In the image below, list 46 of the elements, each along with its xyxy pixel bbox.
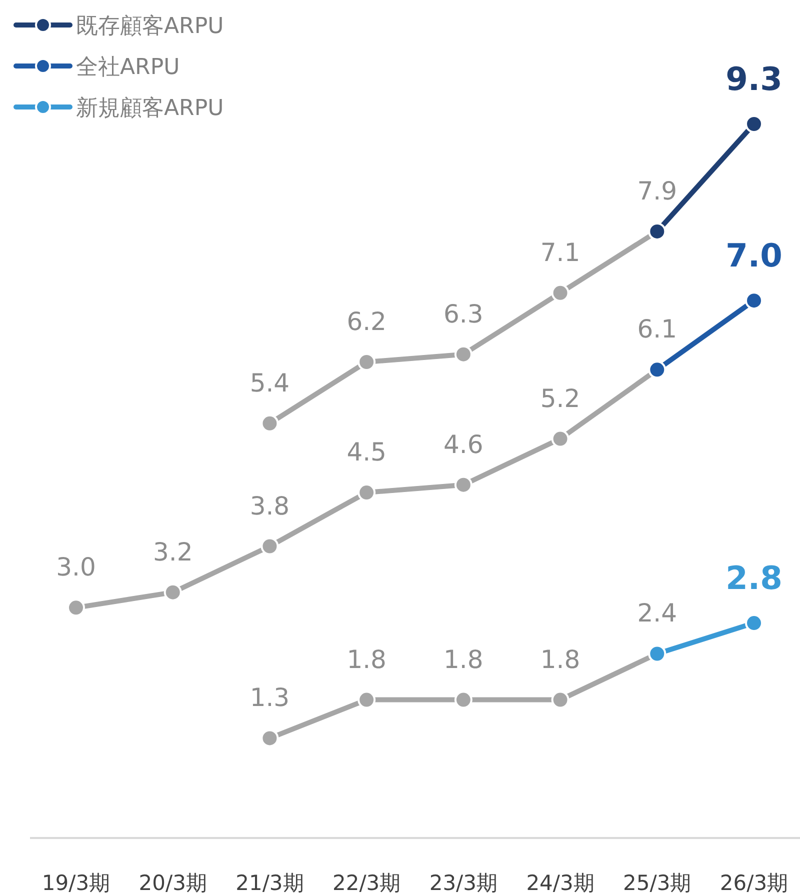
data-label: 3.8	[250, 491, 290, 520]
point	[454, 345, 472, 364]
x-tick-label: 20/3期	[138, 871, 207, 895]
point	[454, 476, 472, 494]
point	[67, 598, 85, 617]
point	[551, 690, 570, 709]
point	[745, 115, 763, 133]
data-label: 1.3	[250, 683, 290, 712]
data-label: 6.3	[444, 299, 484, 328]
x-tick-label: 23/3期	[429, 871, 498, 895]
x-tick-label: 26/3期	[720, 871, 788, 895]
x-tick-label: 19/3期	[42, 871, 110, 895]
point	[551, 284, 570, 302]
legend-label: 全社ARPU	[76, 55, 180, 80]
x-tick-label: 22/3期	[332, 871, 401, 895]
point	[358, 690, 376, 709]
x-tick-label: 24/3期	[526, 871, 594, 895]
data-label: 7.9	[637, 176, 678, 206]
legend-label: 新規顧客ARPU	[76, 96, 224, 121]
data-label: 6.1	[637, 314, 678, 344]
data-label: 3.2	[152, 537, 193, 566]
point	[260, 537, 279, 556]
data-label: 2.8	[726, 559, 782, 598]
point	[164, 583, 182, 602]
point	[454, 690, 472, 709]
data-label: 4.6	[444, 430, 484, 459]
data-label: 1.8	[540, 644, 580, 674]
point	[260, 729, 279, 748]
x-tick-label: 21/3期	[236, 871, 304, 895]
data-label: 2.4	[637, 598, 678, 628]
point	[551, 430, 570, 448]
data-label: 5.2	[540, 384, 580, 413]
data-label: 9.3	[726, 60, 782, 98]
data-label: 4.5	[346, 438, 386, 467]
x-tick-label: 25/3期	[623, 871, 692, 895]
point	[745, 292, 763, 310]
data-label: 1.8	[444, 644, 484, 674]
legend-label: 既存顧客ARPU	[76, 14, 224, 39]
data-label: 7.0	[726, 236, 782, 275]
data-label: 1.8	[346, 644, 386, 674]
data-label: 7.1	[540, 238, 580, 267]
point	[358, 353, 376, 371]
data-label: 5.4	[250, 368, 290, 398]
point	[260, 414, 279, 432]
data-label: 3.0	[56, 552, 96, 582]
data-label: 6.2	[346, 307, 386, 336]
